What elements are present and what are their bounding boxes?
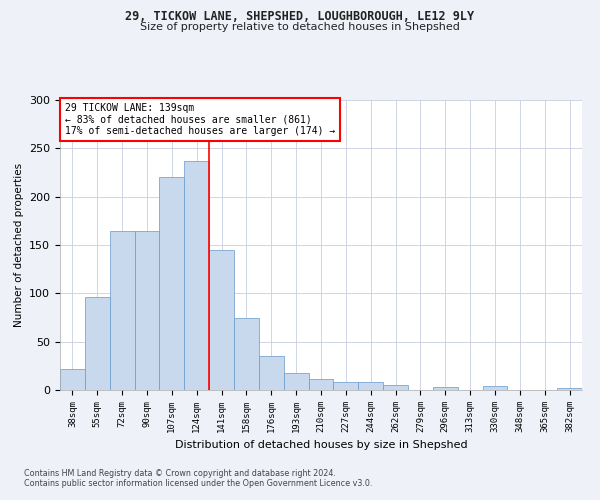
Bar xyxy=(284,372,308,390)
Bar xyxy=(308,380,334,390)
Bar xyxy=(110,230,134,390)
Text: Contains HM Land Registry data © Crown copyright and database right 2024.: Contains HM Land Registry data © Crown c… xyxy=(24,468,336,477)
Text: 29 TICKOW LANE: 139sqm
← 83% of detached houses are smaller (861)
17% of semi-de: 29 TICKOW LANE: 139sqm ← 83% of detached… xyxy=(65,103,335,136)
Text: Contains public sector information licensed under the Open Government Licence v3: Contains public sector information licen… xyxy=(24,478,373,488)
Bar xyxy=(433,387,458,390)
Bar xyxy=(60,368,85,390)
Y-axis label: Number of detached properties: Number of detached properties xyxy=(14,163,23,327)
Bar xyxy=(85,297,110,390)
Bar xyxy=(334,382,358,390)
Bar xyxy=(259,356,284,390)
Bar xyxy=(358,382,383,390)
Bar xyxy=(557,388,582,390)
Bar xyxy=(160,178,184,390)
Bar xyxy=(482,386,508,390)
Bar xyxy=(383,385,408,390)
X-axis label: Distribution of detached houses by size in Shepshed: Distribution of detached houses by size … xyxy=(175,440,467,450)
Bar xyxy=(184,161,209,390)
Text: 29, TICKOW LANE, SHEPSHED, LOUGHBOROUGH, LE12 9LY: 29, TICKOW LANE, SHEPSHED, LOUGHBOROUGH,… xyxy=(125,10,475,23)
Bar xyxy=(234,318,259,390)
Bar xyxy=(209,250,234,390)
Text: Size of property relative to detached houses in Shepshed: Size of property relative to detached ho… xyxy=(140,22,460,32)
Bar xyxy=(134,230,160,390)
